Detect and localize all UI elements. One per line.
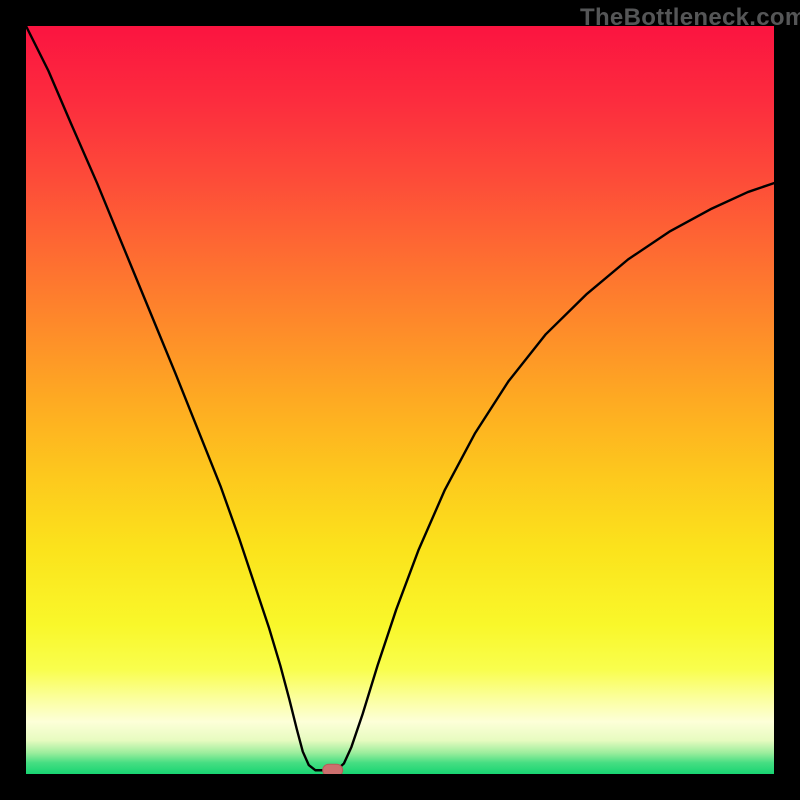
watermark-label: TheBottleneck.com	[580, 4, 800, 32]
bottleneck-chart	[0, 0, 800, 800]
gradient-background	[26, 26, 774, 774]
